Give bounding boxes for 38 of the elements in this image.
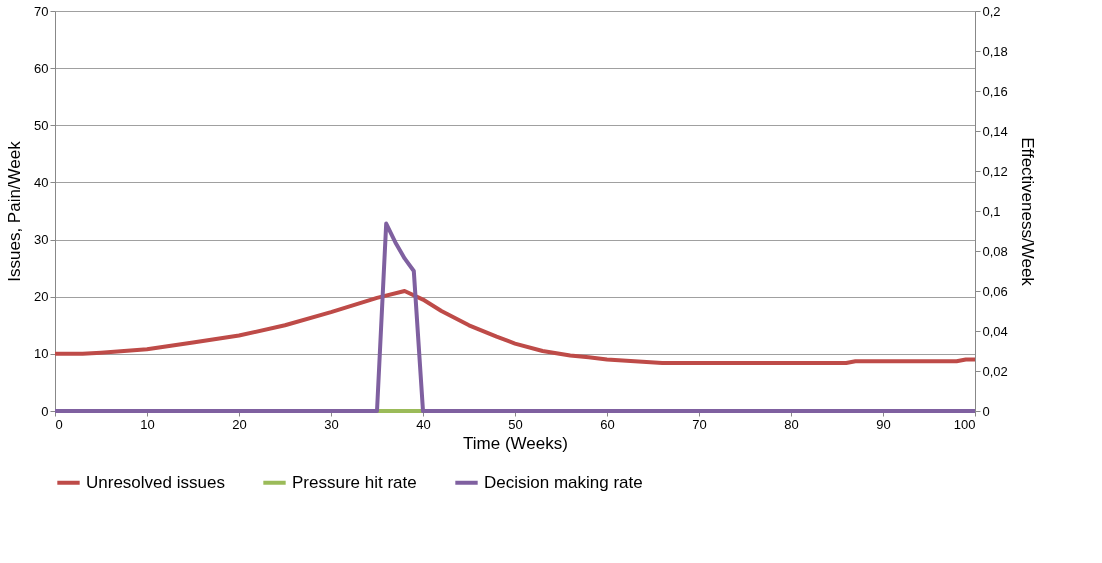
x-axis-title: Time (Weeks) <box>463 433 568 453</box>
legend-label: Unresolved issues <box>86 472 225 492</box>
x-tick-label: 0 <box>55 416 63 432</box>
x-tick-label: 50 <box>508 416 523 432</box>
y-tick-label: 70 <box>34 3 49 19</box>
y2-tick-label: 0,16 <box>982 83 1008 99</box>
y-tick-label: 30 <box>34 232 49 248</box>
x-tick-label: 100 <box>953 416 976 432</box>
line-series <box>53 289 977 365</box>
y2-tick-label: 0,2 <box>982 3 1001 19</box>
y-tick-label: 10 <box>34 346 49 362</box>
y2-tick-label: 0,12 <box>982 163 1008 179</box>
legend-label: Decision making rate <box>484 472 643 492</box>
y2-tick-label: 0,14 <box>982 123 1008 139</box>
y2-axis-title: Effectiveness/Week <box>1017 137 1037 287</box>
y-axis-title: Issues, Pain/Week <box>5 140 25 282</box>
y2-tick-label: 0 <box>982 403 990 419</box>
x-tick-label: 10 <box>140 416 155 432</box>
x-tick-label: 70 <box>692 416 707 432</box>
y2-tick-label: 0,02 <box>982 363 1008 379</box>
x-tick-label: 60 <box>600 416 615 432</box>
y2-tick-label: 0,1 <box>982 203 1001 219</box>
y-tick-label: 60 <box>34 60 49 76</box>
y2-tick-label: 0,04 <box>982 323 1008 339</box>
x-tick-label: 30 <box>324 416 339 432</box>
x-tick-label: 20 <box>232 416 247 432</box>
x-tick-label: 90 <box>876 416 891 432</box>
legend-label: Pressure hit rate <box>292 472 417 492</box>
y-tick-label: 0 <box>41 403 49 419</box>
y-tick-label: 40 <box>34 174 49 190</box>
x-tick-label: 80 <box>784 416 799 432</box>
line-series <box>53 221 977 413</box>
y-tick-label: 20 <box>34 289 49 305</box>
y-tick-label: 50 <box>34 117 49 133</box>
y2-tick-label: 0,18 <box>982 43 1008 59</box>
y2-tick-label: 0,08 <box>982 243 1008 259</box>
y2-tick-label: 0,06 <box>982 283 1008 299</box>
x-tick-label: 40 <box>416 416 431 432</box>
